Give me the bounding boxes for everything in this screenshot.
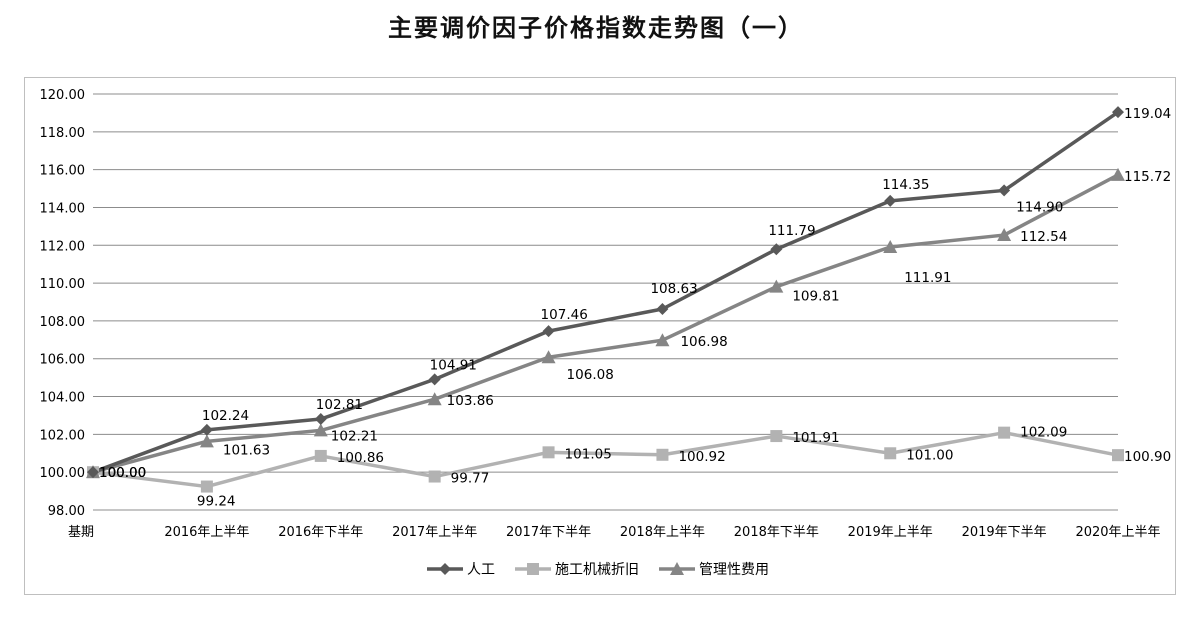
data-point-marker xyxy=(883,239,898,253)
y-tick-label: 104.00 xyxy=(40,391,86,406)
data-point-marker xyxy=(427,392,442,406)
data-label: 102.81 xyxy=(316,397,363,413)
data-label: 101.00 xyxy=(906,447,953,463)
data-label: 102.24 xyxy=(202,408,249,424)
data-point-marker xyxy=(1111,167,1125,181)
data-label: 108.63 xyxy=(650,281,697,297)
data-point-marker xyxy=(770,243,783,256)
data-label: 104.91 xyxy=(430,357,477,373)
series-markers xyxy=(86,106,1125,493)
data-label: 100.90 xyxy=(1124,449,1171,465)
data-label: 107.46 xyxy=(541,307,588,323)
data-label: 111.91 xyxy=(904,270,951,286)
data-point-marker xyxy=(200,480,213,493)
data-point-marker xyxy=(527,563,539,575)
data-point-marker xyxy=(655,333,670,347)
y-tick-label: 106.00 xyxy=(40,353,86,368)
x-tick-label: 2019年上半年 xyxy=(848,525,933,540)
data-label: 102.09 xyxy=(1020,425,1067,441)
legend-label: 人工 xyxy=(467,562,495,578)
data-label: 115.72 xyxy=(1124,169,1171,185)
chart-title: 主要调价因子价格指数走势图（一） xyxy=(388,13,804,42)
y-tick-label: 98.00 xyxy=(48,504,85,519)
x-tick-label: 2017年下半年 xyxy=(506,525,591,540)
y-tick-label: 120.00 xyxy=(40,88,86,103)
chart-area: 98.00 100.00 102.00 104.00 106.00 108.00 110.0… xyxy=(24,77,1176,595)
data-label: 101.91 xyxy=(792,430,839,446)
y-tick-label: 108.00 xyxy=(40,315,86,330)
data-point-marker xyxy=(314,413,327,426)
series-line xyxy=(92,430,1119,489)
data-label: 103.86 xyxy=(447,393,494,409)
data-label: 101.05 xyxy=(565,446,612,462)
data-label: 111.79 xyxy=(768,223,815,239)
data-point-marker xyxy=(439,563,451,575)
x-tick-label: 2017年上半年 xyxy=(392,525,477,540)
data-point-marker xyxy=(884,447,897,460)
data-point-marker xyxy=(656,448,669,461)
y-tick-label: 100.00 xyxy=(40,466,86,481)
data-point-marker xyxy=(87,466,99,479)
series-line xyxy=(92,110,1119,474)
data-label: 114.90 xyxy=(1016,199,1063,215)
data-point-marker xyxy=(1112,449,1124,462)
data-point-marker xyxy=(884,194,897,207)
data-label: 100.00 xyxy=(99,465,146,481)
y-tick-label: 102.00 xyxy=(40,428,86,443)
data-label: 112.54 xyxy=(1020,229,1067,245)
y-tick-label: 114.00 xyxy=(40,201,86,216)
x-tick-label: 2020年上半年 xyxy=(1075,525,1160,540)
data-point-marker xyxy=(1112,106,1124,119)
data-point-marker xyxy=(998,184,1011,197)
data-label: 106.08 xyxy=(567,367,614,383)
data-label: 109.81 xyxy=(792,289,839,305)
axes: 98.00 100.00 102.00 104.00 106.00 108.00 110.0… xyxy=(40,88,1161,540)
legend-label: 施工机械折旧 xyxy=(555,562,639,578)
data-label: 102.21 xyxy=(331,428,378,444)
x-tick-label: 2016年下半年 xyxy=(278,525,363,540)
data-point-marker xyxy=(670,562,684,575)
data-labels: 100.00 102.24 102.81 104.91 107.46 108.63 111.… xyxy=(99,106,1171,509)
data-point-marker xyxy=(997,228,1012,242)
y-tick-label: 110.00 xyxy=(40,277,86,292)
data-point-marker xyxy=(542,446,555,459)
line-chart: 98.00 100.00 102.00 104.00 106.00 108.00 110.0… xyxy=(40,88,1172,578)
data-label: 100.92 xyxy=(678,449,725,465)
legend-label: 管理性费用 xyxy=(699,562,769,578)
data-point-marker xyxy=(541,350,556,364)
x-tick-label: 2016年上半年 xyxy=(164,525,249,540)
series-line xyxy=(92,173,1119,474)
data-point-marker xyxy=(428,373,441,386)
data-point-marker xyxy=(656,302,669,315)
data-point-marker xyxy=(542,325,555,338)
data-point-marker xyxy=(770,430,783,443)
y-tick-label: 118.00 xyxy=(40,126,86,141)
x-tick-label: 2018年上半年 xyxy=(620,525,705,540)
data-label: 119.04 xyxy=(1124,106,1171,122)
data-label: 99.24 xyxy=(197,494,236,510)
series-lines xyxy=(92,110,1119,489)
x-tick-label: 2019年下半年 xyxy=(962,525,1047,540)
x-tick-label: 基期 xyxy=(68,525,94,540)
x-tick-label: 2018年下半年 xyxy=(734,525,819,540)
data-point-marker xyxy=(769,279,784,293)
data-label: 100.00 xyxy=(99,465,146,481)
data-label: 100.00 xyxy=(99,465,146,481)
legend: 人工 施工机械折旧 管理性费用 xyxy=(427,562,769,578)
data-point-marker xyxy=(428,470,441,483)
y-tick-label: 116.00 xyxy=(40,164,86,179)
data-label: 106.98 xyxy=(680,334,727,350)
data-point-marker xyxy=(314,449,327,462)
data-point-marker xyxy=(313,423,328,437)
data-point-marker xyxy=(200,423,213,436)
data-point-marker xyxy=(199,434,214,448)
data-label: 101.63 xyxy=(223,442,270,458)
data-point-marker xyxy=(998,426,1011,439)
y-tick-label: 112.00 xyxy=(40,239,86,254)
data-label: 99.77 xyxy=(451,471,490,487)
data-label: 100.86 xyxy=(337,450,384,466)
data-label: 114.35 xyxy=(882,177,929,193)
